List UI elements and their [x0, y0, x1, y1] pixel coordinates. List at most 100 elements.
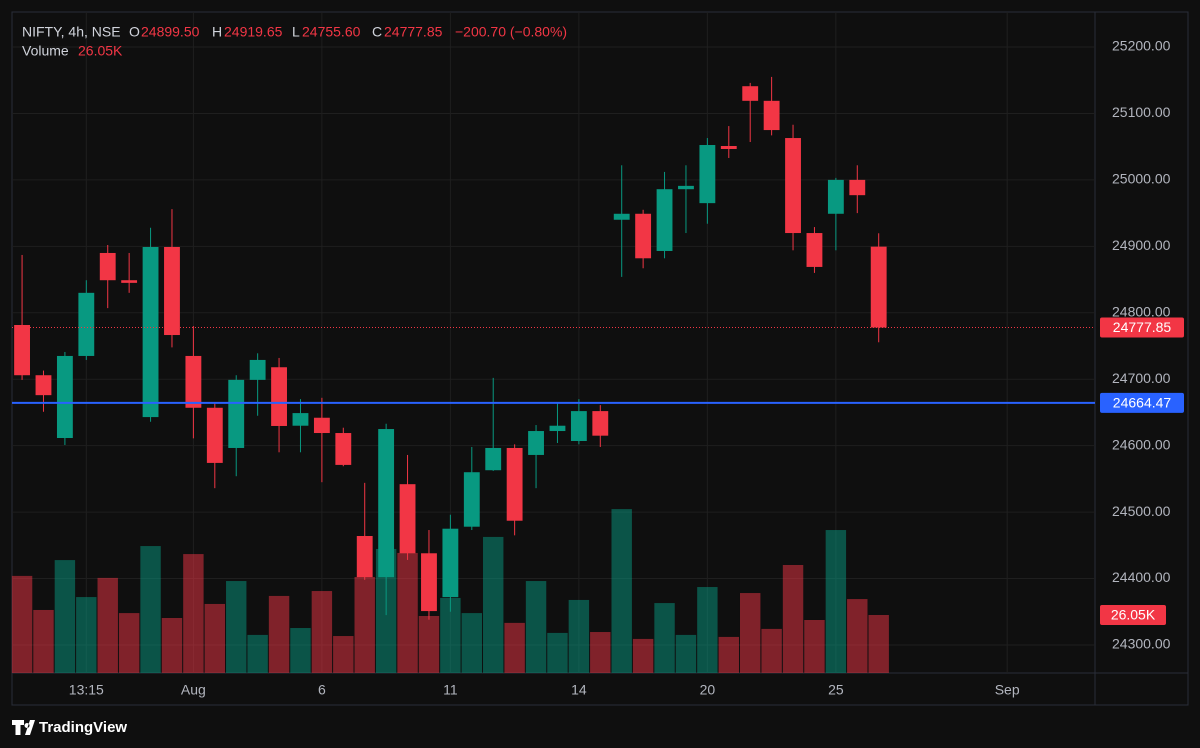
candle-body — [763, 100, 780, 131]
volume-bar — [718, 636, 739, 673]
volume-bar — [547, 632, 568, 673]
legend: NIFTY, 4h, NSE O 24899.50 H 24919.65 L 2… — [22, 24, 567, 59]
volume-bar — [504, 622, 525, 673]
candle-body — [742, 86, 759, 101]
x-tick-label: 14 — [571, 682, 587, 698]
volume-bar — [161, 617, 183, 673]
volume-bar — [354, 577, 375, 673]
candle-body — [592, 411, 609, 436]
volume-bar — [311, 591, 333, 673]
high-value: 24919.65 — [224, 24, 283, 40]
x-tick-label: Sep — [995, 682, 1020, 698]
volume-bar — [632, 638, 654, 673]
candle-body — [442, 528, 459, 598]
candle-body — [164, 246, 180, 336]
candle-body — [121, 280, 138, 283]
candle-layer — [14, 76, 887, 620]
candle-body — [656, 189, 673, 251]
candle-body — [99, 252, 116, 281]
volume-badge — [1100, 604, 1166, 625]
volume-bar — [868, 614, 889, 673]
volume-bar — [782, 564, 804, 673]
close-value: 24777.85 — [384, 24, 443, 40]
volume-bar — [461, 613, 483, 673]
volume-bar — [568, 599, 590, 673]
chart-frame — [11, 11, 1189, 706]
candle-body — [827, 179, 844, 214]
y-tick-label: 24400.00 — [1112, 569, 1171, 585]
candle-body — [56, 355, 73, 439]
volume-value: 26.05K — [78, 43, 123, 59]
candle-body — [699, 145, 716, 204]
open-value: 24899.50 — [141, 24, 200, 40]
volume-bar — [118, 613, 140, 673]
volume-bar — [11, 575, 33, 673]
volume-bar — [97, 577, 118, 673]
y-tick-label: 25200.00 — [1112, 38, 1171, 54]
volume-bar — [611, 509, 632, 673]
volume-bar — [739, 593, 761, 673]
y-tick-label: 24800.00 — [1112, 303, 1171, 319]
price-line-layer — [12, 326, 1095, 404]
brand-logo — [12, 720, 35, 735]
change-value: −200.70 (−0.80%) — [455, 24, 567, 40]
candle-body — [549, 425, 566, 432]
x-tick-label: 25 — [828, 682, 844, 698]
candle-body — [678, 185, 694, 190]
candle-body — [785, 138, 801, 234]
price-badge — [1100, 392, 1184, 413]
candle-body — [142, 246, 159, 418]
candle-body — [313, 417, 330, 434]
volume-bar — [697, 587, 718, 673]
volume-bar — [654, 603, 675, 673]
volume-bar — [226, 581, 247, 673]
grid — [12, 12, 1095, 673]
volume-bar — [204, 603, 226, 673]
y-tick-label: 24300.00 — [1112, 636, 1171, 652]
candle-body — [356, 536, 373, 578]
volume-bar — [483, 536, 504, 673]
price-badge — [1100, 317, 1184, 338]
volume-layer — [11, 509, 889, 673]
x-tick-label: Aug — [181, 682, 206, 698]
candle-body — [463, 472, 480, 527]
low-label: L — [292, 24, 300, 40]
candle-body — [335, 433, 352, 465]
y-tick-label: 24500.00 — [1112, 503, 1171, 519]
candle-body — [249, 359, 266, 380]
candle-body — [14, 324, 30, 376]
candle-body — [185, 355, 202, 408]
volume-bar — [247, 634, 268, 673]
x-tick-label: 20 — [700, 682, 716, 698]
candle-body — [849, 179, 866, 196]
volume-bar — [590, 632, 611, 673]
volume-bar — [397, 552, 418, 673]
candle-body — [870, 246, 887, 328]
candle-body — [78, 292, 95, 356]
volume-badge-label: 26.05K — [1111, 607, 1156, 623]
x-tick-label: 6 — [318, 682, 326, 698]
brand-name: TradingView — [39, 719, 127, 736]
close-label: C — [372, 24, 382, 40]
price-badge-label: 24664.47 — [1113, 395, 1172, 411]
candle-body — [292, 413, 309, 426]
y-tick-label: 24700.00 — [1112, 370, 1171, 386]
axes-layer: 24300.00 24400.00 24500.00 24600.00 24700.00… — [69, 38, 1184, 698]
candle-body — [806, 233, 823, 267]
volume-bar — [761, 628, 782, 673]
y-tick-label: 24600.00 — [1112, 436, 1171, 452]
price-badge-label: 24777.85 — [1113, 319, 1172, 335]
volume-bar — [847, 599, 868, 673]
candle-body — [35, 375, 52, 396]
candle-body — [635, 213, 652, 259]
volume-bar — [54, 560, 76, 673]
candle-body — [378, 429, 395, 578]
volume-bar — [418, 615, 440, 673]
candle-body — [613, 213, 630, 220]
volume-bar — [804, 619, 825, 673]
volume-bar — [33, 609, 54, 673]
y-tick-label: 25100.00 — [1112, 104, 1171, 120]
brand[interactable]: TradingView — [12, 719, 127, 736]
